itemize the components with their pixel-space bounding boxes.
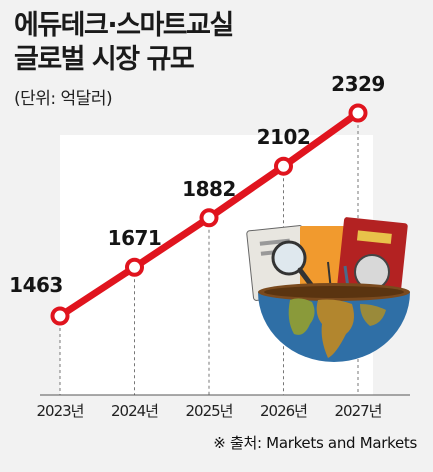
- data-point-4: [348, 103, 368, 123]
- globe-books-illustration: [246, 217, 410, 362]
- data-label-2: 1882: [182, 177, 236, 201]
- x-tick-label-1: 2024년: [111, 402, 158, 420]
- data-point-1: [125, 257, 144, 277]
- data-point-0: [50, 306, 70, 326]
- x-tick-label-2: 2025년: [186, 402, 233, 420]
- data-points: [50, 103, 368, 326]
- data-label-0: 1463: [9, 273, 63, 297]
- data-point-2: [199, 208, 219, 228]
- data-labels: 1463 1671 1882 2102 2329: [9, 72, 385, 297]
- chart-title-line1: 에듀테크·스마트교실: [14, 10, 234, 41]
- unit-label: (단위: 억달러): [14, 89, 113, 109]
- data-label-1: 1671: [108, 226, 162, 250]
- magnifier-icon: [271, 240, 307, 276]
- data-point-3: [274, 156, 293, 176]
- data-label-3: 2102: [257, 125, 311, 149]
- chart-title-line2: 글로벌 시장 규모: [14, 44, 195, 75]
- folder-icon: [300, 226, 350, 298]
- source-note: ※ 출처: Markets and Markets: [213, 434, 417, 452]
- x-tick-label-3: 2026년: [260, 402, 307, 420]
- x-tick-label-0: 2023년: [37, 402, 84, 420]
- x-tick-labels: 2023년 2024년 2025년 2026년 2027년: [37, 402, 383, 420]
- x-tick-label-4: 2027년: [335, 402, 382, 420]
- data-label-4: 2329: [331, 72, 385, 96]
